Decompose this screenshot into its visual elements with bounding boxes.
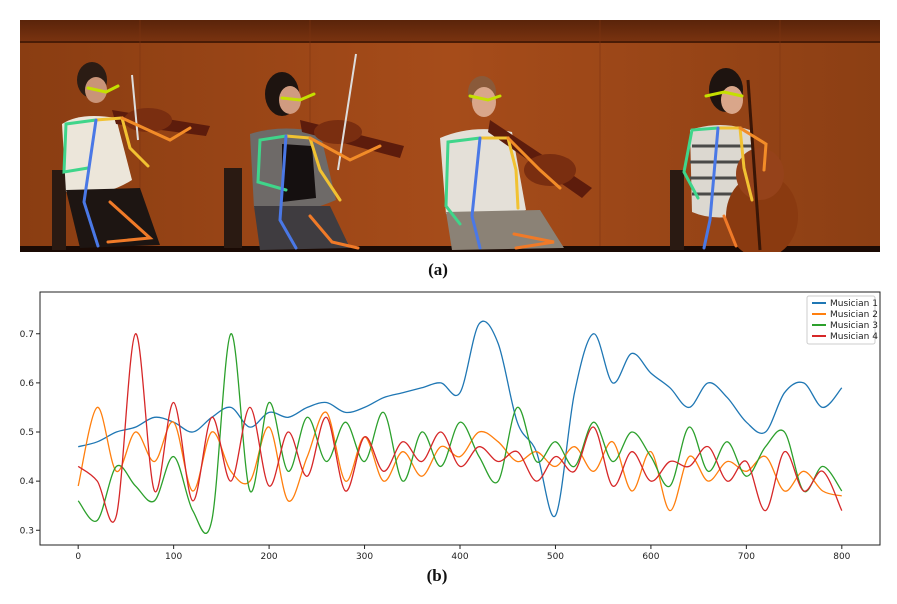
series-line-musician-3 [77,333,843,534]
y-tick-label: 0.5 [20,428,34,438]
x-tick-label: 700 [738,552,755,562]
y-axis: 0.3 0.4 0.5 0.6 0.7 [20,330,40,536]
line-chart: 0.3 0.4 0.5 0.6 0.7 0 100 200 300 400 500 600 700 80… [20,291,881,562]
legend-label: Musician 4 [830,332,878,342]
y-tick-label: 0.3 [20,526,34,536]
x-tick-label: 200 [260,552,277,562]
x-tick-label: 500 [547,552,564,562]
series-line-musician-4 [77,333,843,523]
x-tick-label: 100 [165,552,182,562]
panel-b-caption: (b) [426,566,448,585]
x-tick-label: 800 [833,552,850,562]
y-tick-label: 0.7 [20,330,34,340]
x-tick-label: 300 [356,552,373,562]
musician-4-figure [670,68,798,252]
x-tick-label: 0 [75,552,81,562]
musicians-photo [20,20,880,252]
legend-label: Musician 3 [830,321,878,331]
musician-3-figure [440,76,592,250]
legend-box [806,295,876,345]
y-tick-label: 0.6 [20,379,35,389]
musician-2-figure [224,53,404,250]
legend-label: Musician 1 [830,299,878,309]
x-tick-label: 400 [451,552,468,562]
x-tick-label: 600 [642,552,659,562]
legend-label: Musician 2 [830,310,878,320]
panel-a-caption: (a) [428,260,448,279]
musician-1-figure [52,62,210,250]
series-lines [77,320,843,534]
x-axis: 0 100 200 300 400 500 600 700 800 [75,545,851,562]
plot-frame [39,291,881,546]
y-tick-label: 0.4 [20,477,35,487]
